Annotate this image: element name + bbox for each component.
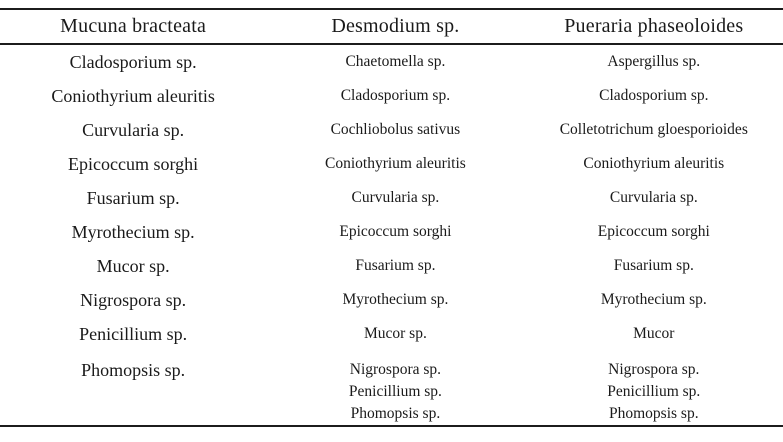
table-cell: Aspergillus sp. — [607, 53, 701, 70]
cell-line: Penicillium sp. — [348, 383, 442, 400]
table-cell: Coniothyrium aleuritis — [51, 85, 215, 106]
column-header-pueraria-phaseoloides: Pueraria phaseoloides — [524, 9, 783, 45]
table-cell: Myrothecium sp. — [71, 221, 195, 242]
table-cell: Chaetomella sp. — [345, 53, 446, 70]
table-cell: Curvularia sp. — [351, 189, 440, 206]
table-cell: Epicoccum sorghi — [68, 153, 199, 174]
table-row: Myrothecium sp. Epicoccum sorghi Epicocc… — [0, 215, 783, 249]
table-row: Epicoccum sorghi Coniothyrium aleuritis … — [0, 147, 783, 181]
table-cell: Mucor sp. — [363, 325, 427, 342]
table-cell: Myrothecium sp. — [342, 291, 449, 308]
table-cell: Nigrospora sp. Penicillium sp. Phomopsis… — [525, 351, 783, 426]
cell-line: Nigrospora sp. — [349, 361, 442, 378]
table-container: Mucuna bracteata Desmodium sp. Pueraria … — [0, 8, 783, 427]
table-cell: Epicoccum sorghi — [339, 223, 452, 240]
table-cell: Coniothyrium aleuritis — [583, 155, 725, 172]
table-row: Cladosporium sp. Chaetomella sp. Aspergi… — [0, 44, 783, 79]
table-cell: Phomopsis sp. — [81, 360, 186, 380]
table-cell: Curvularia sp. — [82, 119, 185, 140]
column-header-desmodium: Desmodium sp. — [266, 9, 525, 45]
table-row: Fusarium sp. Curvularia sp. Curvularia s… — [0, 181, 783, 215]
table-cell: Nigrospora sp. — [80, 289, 187, 310]
table-cell: Cladosporium sp. — [340, 87, 451, 104]
table-cell: Fusarium sp. — [613, 257, 694, 274]
table-cell: Mucor sp. — [96, 255, 170, 276]
table-cell: Cochliobolus sativus — [330, 121, 461, 138]
table-cell: Mucor — [633, 325, 675, 342]
table-row: Curvularia sp. Cochliobolus sativus Coll… — [0, 113, 783, 147]
table-cell: Nigrospora sp. Penicillium sp. Phomopsis… — [266, 351, 524, 426]
cell-line: Nigrospora sp. — [608, 361, 700, 378]
table-cell: Epicoccum sorghi — [597, 223, 710, 240]
table-cell: Colletotrichum gloesporioides — [559, 121, 748, 138]
table-cell: Penicillium sp. — [79, 323, 188, 344]
table-cell: Cladosporium sp. — [69, 51, 197, 72]
table-row: Coniothyrium aleuritis Cladosporium sp. … — [0, 79, 783, 113]
cell-line: Penicillium sp. — [607, 383, 701, 400]
table-row: Phomopsis sp. Nigrospora sp. Penicillium… — [0, 351, 783, 426]
fungal-species-table: Mucuna bracteata Desmodium sp. Pueraria … — [0, 8, 783, 427]
table-row: Penicillium sp. Mucor sp. Mucor — [0, 317, 783, 351]
table-row: Mucor sp. Fusarium sp. Fusarium sp. — [0, 249, 783, 283]
table-cell: Fusarium sp. — [355, 257, 436, 274]
cell-line: Phomopsis sp. — [609, 405, 699, 422]
table-row: Nigrospora sp. Myrothecium sp. Myrotheci… — [0, 283, 783, 317]
header-row: Mucuna bracteata Desmodium sp. Pueraria … — [0, 9, 783, 45]
table-cell: Coniothyrium aleuritis — [325, 155, 466, 172]
table-cell: Cladosporium sp. — [599, 87, 709, 104]
cell-line: Phomopsis sp. — [350, 405, 441, 422]
table-cell: Curvularia sp. — [609, 189, 698, 206]
table-cell: Fusarium sp. — [86, 187, 180, 208]
column-header-mucuna-bracteata: Mucuna bracteata — [0, 9, 267, 45]
table-cell: Myrothecium sp. — [600, 291, 707, 308]
